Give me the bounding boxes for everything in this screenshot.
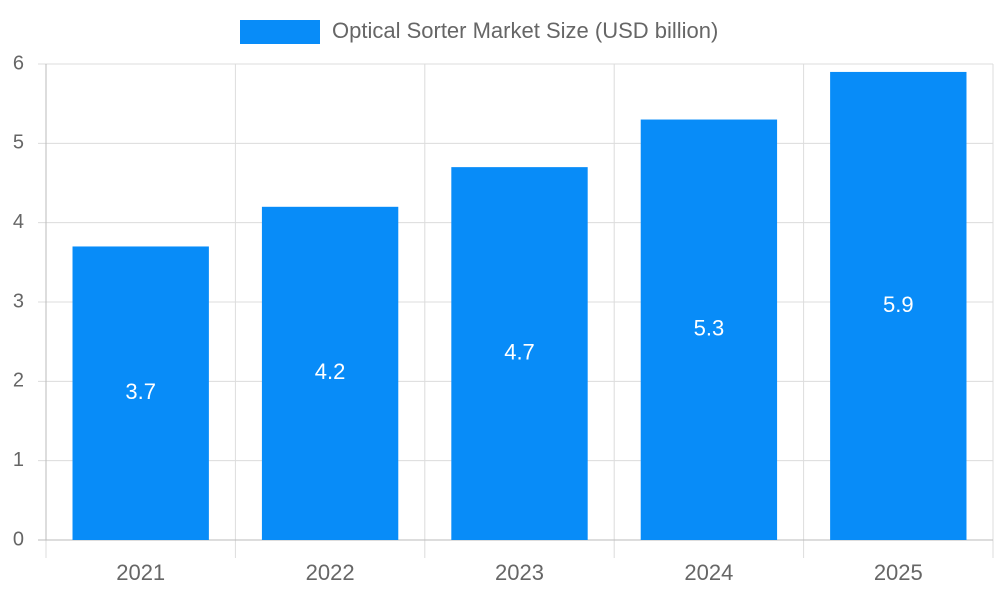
legend-swatch <box>240 20 320 44</box>
y-tick-label: 3 <box>13 290 24 312</box>
y-tick-label: 1 <box>13 449 24 471</box>
data-label: 5.9 <box>883 292 914 317</box>
y-tick-label: 6 <box>13 52 24 74</box>
data-label: 5.3 <box>694 316 725 341</box>
y-tick-label: 0 <box>13 528 24 550</box>
x-tick-label: 2021 <box>116 560 165 585</box>
bar <box>451 167 588 540</box>
y-tick-label: 5 <box>13 132 24 154</box>
bar <box>261 206 399 541</box>
x-tick-label: 2022 <box>306 560 355 585</box>
y-tick-label: 2 <box>13 370 24 392</box>
data-label: 4.2 <box>315 359 346 384</box>
y-tick-label: 4 <box>13 211 24 233</box>
legend-label: Optical Sorter Market Size (USD billion) <box>332 18 718 43</box>
bar <box>830 71 967 540</box>
data-label: 4.7 <box>504 339 535 364</box>
x-tick-label: 2024 <box>684 560 733 585</box>
bar <box>72 246 209 540</box>
data-label: 3.7 <box>125 379 156 404</box>
x-tick-label: 2025 <box>874 560 923 585</box>
bar <box>640 119 778 541</box>
x-tick-label: 2023 <box>495 560 544 585</box>
